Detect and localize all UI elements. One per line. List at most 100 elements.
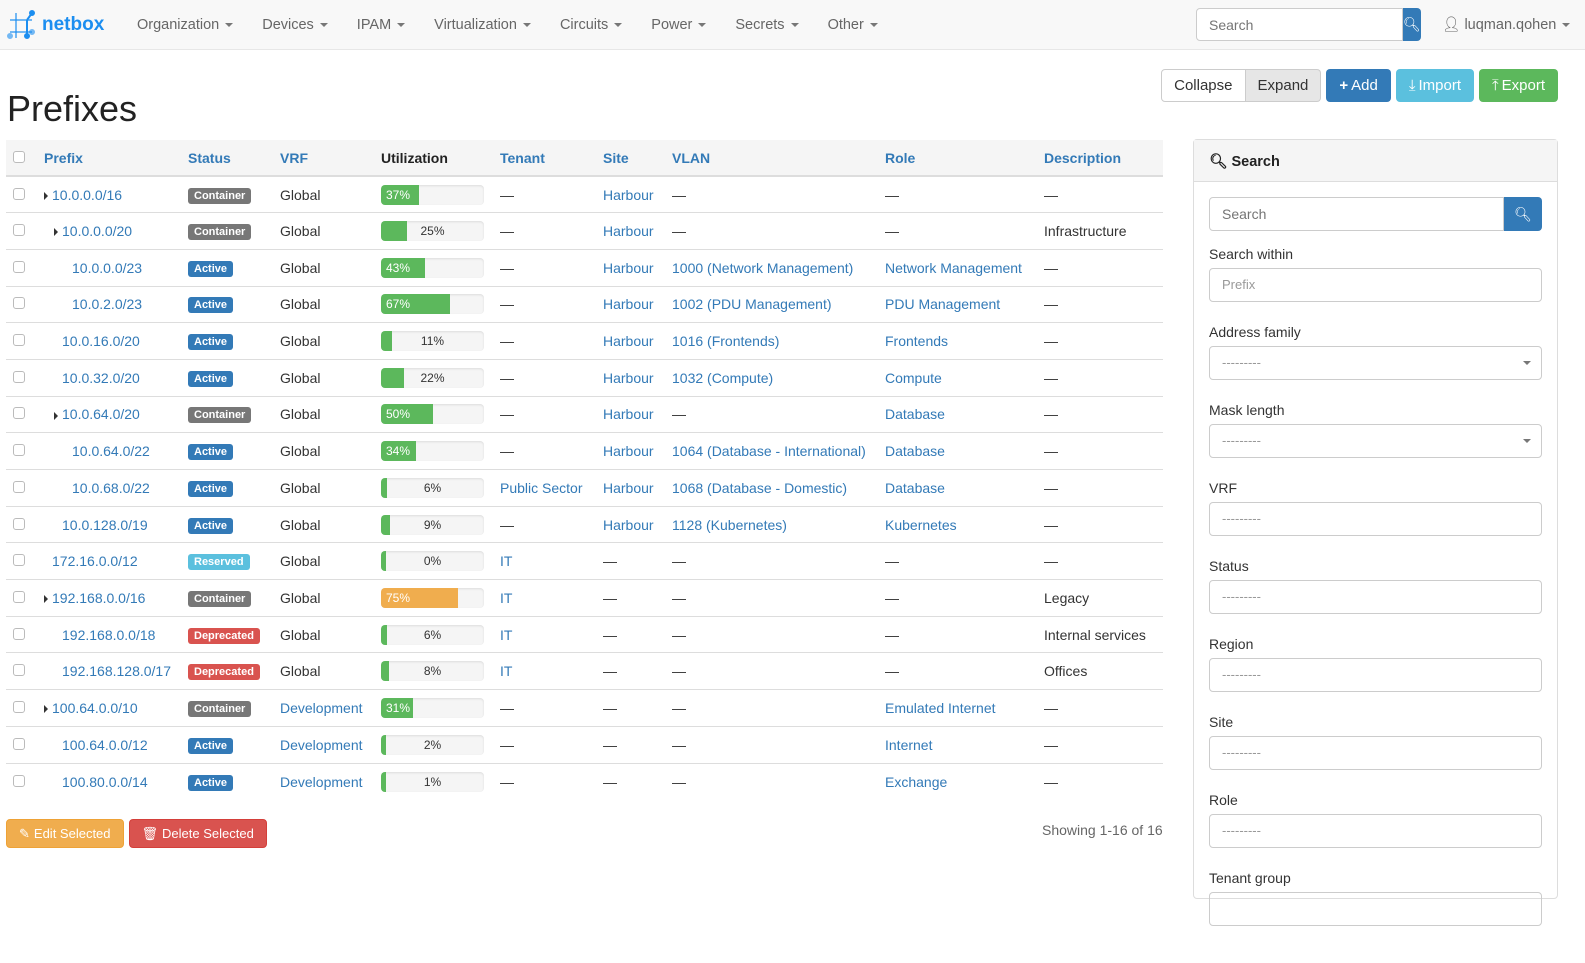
role-input[interactable]: --------- (1209, 814, 1542, 848)
vrf-link[interactable]: Development (280, 736, 363, 753)
role-link[interactable]: Database (885, 479, 945, 496)
row-checkbox[interactable] (13, 187, 25, 200)
nav-menu-ipam[interactable]: IPAM (357, 17, 406, 33)
search-within-input[interactable]: Prefix (1209, 268, 1542, 302)
role-link[interactable]: Network Management (885, 259, 1022, 276)
nav-menu-secrets[interactable]: Secrets (735, 17, 799, 33)
row-checkbox[interactable] (13, 664, 25, 677)
nav-menu-organization[interactable]: Organization (137, 17, 234, 33)
add-button[interactable]: + Add (1326, 69, 1391, 102)
site-link[interactable]: Harbour (603, 296, 654, 313)
vlan-link[interactable]: 1000 (Network Management) (672, 259, 854, 276)
prefix-link[interactable]: 192.168.128.0/17 (62, 663, 171, 680)
export-button[interactable]: ⤒ Export (1479, 69, 1558, 102)
import-button[interactable]: ⤓ Import (1395, 69, 1474, 102)
column-header-tenant[interactable]: Tenant (500, 140, 603, 177)
row-checkbox[interactable] (13, 554, 25, 567)
select-all-checkbox[interactable] (13, 150, 25, 163)
prefix-link[interactable]: 10.0.128.0/19 (62, 516, 148, 533)
row-checkbox[interactable] (13, 627, 25, 640)
prefix-link[interactable]: 10.0.64.0/22 (72, 443, 150, 460)
nav-menu-power[interactable]: Power (651, 17, 707, 33)
nav-menu-other[interactable]: Other (828, 17, 878, 33)
address-family-select[interactable]: --------- (1209, 346, 1542, 380)
site-link[interactable]: Harbour (603, 259, 654, 276)
row-checkbox[interactable] (13, 737, 25, 750)
vrf-input[interactable]: --------- (1209, 502, 1542, 536)
expand-triangle-icon[interactable] (54, 411, 58, 420)
prefix-link[interactable]: 10.0.0.0/16 (52, 186, 123, 203)
vlan-link[interactable]: 1032 (Compute) (672, 369, 774, 386)
prefix-link[interactable]: 10.0.68.0/22 (72, 479, 150, 496)
site-link[interactable]: Harbour (603, 223, 654, 240)
row-checkbox[interactable] (13, 370, 25, 383)
row-checkbox[interactable] (13, 260, 25, 273)
prefix-link[interactable]: 192.168.0.0/16 (52, 589, 146, 606)
nav-menu-circuits[interactable]: Circuits (560, 17, 623, 33)
role-link[interactable]: PDU Management (885, 296, 1001, 313)
row-checkbox[interactable] (13, 407, 25, 420)
tenant-link[interactable]: IT (500, 663, 513, 680)
navbar-search-button[interactable]: 🔍︎ (1403, 8, 1421, 41)
site-link[interactable]: Harbour (603, 479, 654, 496)
prefix-link[interactable]: 100.80.0.0/14 (62, 773, 148, 790)
expand-triangle-icon[interactable] (54, 228, 58, 237)
site-link[interactable]: Harbour (603, 406, 654, 423)
prefix-link[interactable]: 100.64.0.0/12 (62, 736, 148, 753)
expand-button[interactable]: Expand (1245, 69, 1322, 102)
row-checkbox[interactable] (13, 517, 25, 530)
role-link[interactable]: Database (885, 406, 945, 423)
row-checkbox[interactable] (13, 590, 25, 603)
vrf-link[interactable]: Development (280, 773, 363, 790)
prefix-link[interactable]: 192.168.0.0/18 (62, 626, 156, 643)
column-header-status[interactable]: Status (188, 140, 280, 177)
delete-selected-button[interactable]: 🗑︎ Delete Selected (128, 819, 267, 848)
role-link[interactable]: Compute (885, 369, 942, 386)
status-input[interactable]: --------- (1209, 580, 1542, 614)
row-checkbox[interactable] (13, 774, 25, 787)
column-header-description[interactable]: Description (1044, 140, 1163, 177)
expand-triangle-icon[interactable] (44, 191, 48, 200)
prefix-link[interactable]: 100.64.0.0/10 (52, 699, 138, 716)
role-link[interactable]: Kubernetes (885, 516, 957, 533)
nav-menu-virtualization[interactable]: Virtualization (434, 17, 531, 33)
user-menu[interactable]: 👤︎ luqman.qohen (1442, 16, 1571, 33)
collapse-button[interactable]: Collapse (1161, 69, 1246, 102)
tenant-link[interactable]: IT (500, 553, 513, 570)
prefix-link[interactable]: 10.0.16.0/20 (62, 333, 140, 350)
column-header-site[interactable]: Site (603, 140, 672, 177)
role-link[interactable]: Internet (885, 736, 933, 753)
column-header-prefix[interactable]: Prefix (44, 140, 188, 177)
prefix-link[interactable]: 10.0.0.0/23 (72, 259, 143, 276)
prefix-link[interactable]: 10.0.64.0/20 (62, 406, 140, 423)
vlan-link[interactable]: 1128 (Kubernetes) (672, 516, 787, 533)
column-header-vlan[interactable]: VLAN (672, 140, 885, 177)
row-checkbox[interactable] (13, 334, 25, 347)
site-link[interactable]: Harbour (603, 443, 654, 460)
tenant-link[interactable]: IT (500, 589, 513, 606)
vlan-link[interactable]: 1002 (PDU Management) (672, 296, 832, 313)
prefix-link[interactable]: 10.0.32.0/20 (62, 369, 140, 386)
vlan-link[interactable]: 1068 (Database - Domestic) (672, 479, 848, 496)
mask-length-select[interactable]: --------- (1209, 424, 1542, 458)
expand-triangle-icon[interactable] (44, 595, 48, 604)
role-link[interactable]: Frontends (885, 333, 949, 350)
site-input[interactable]: --------- (1209, 736, 1542, 770)
role-link[interactable]: Emulated Internet (885, 699, 996, 716)
role-link[interactable]: Exchange (885, 773, 948, 790)
row-checkbox[interactable] (13, 224, 25, 237)
role-link[interactable]: Database (885, 443, 945, 460)
site-link[interactable]: Harbour (603, 186, 654, 203)
panel-search-button[interactable]: 🔍︎ (1504, 197, 1542, 231)
prefix-link[interactable]: 172.16.0.0/12 (52, 553, 138, 570)
region-input[interactable]: --------- (1209, 658, 1542, 692)
column-header-role[interactable]: Role (885, 140, 1044, 177)
panel-search-input[interactable] (1209, 197, 1504, 231)
column-header-vrf[interactable]: VRF (280, 140, 381, 177)
edit-selected-button[interactable]: ✎ Edit Selected (6, 819, 124, 848)
prefix-link[interactable]: 10.0.2.0/23 (72, 296, 143, 313)
site-link[interactable]: Harbour (603, 516, 654, 533)
brand-logo[interactable]: netbox (6, 10, 104, 40)
site-link[interactable]: Harbour (603, 333, 654, 350)
row-checkbox[interactable] (13, 444, 25, 457)
